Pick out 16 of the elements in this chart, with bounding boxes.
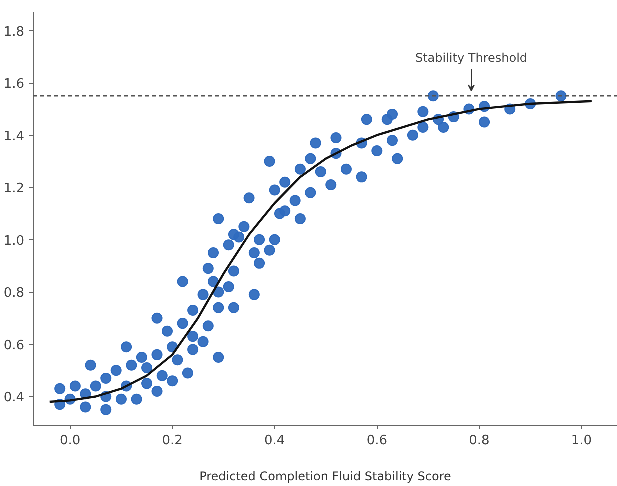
x-tick-label: 0.8	[469, 434, 490, 448]
x-tick-label: 0.2	[162, 434, 183, 448]
y-tick-label: 1.2	[4, 182, 25, 197]
ref-line-label: Stability Threshold	[415, 51, 528, 66]
x-tick-label: 0.6	[366, 434, 388, 448]
y-tick-label: 1.6	[4, 77, 25, 92]
x-tick-label: 0.0	[60, 434, 81, 448]
y-tick-label: 1.4	[4, 129, 25, 144]
x-tick-label: 0.4	[264, 434, 286, 448]
y-tick-label: 1.0	[4, 234, 25, 249]
y-tick-label: 1.8	[4, 24, 25, 40]
y-tick-label: 0.8	[4, 286, 25, 302]
y-tick-label: 0.4	[4, 390, 25, 406]
x-tick-label: 1.0	[571, 434, 592, 448]
y-tick-label: 0.6	[4, 338, 25, 354]
x-axis-title: Predicted Completion Fluid Stability Score	[200, 470, 452, 484]
